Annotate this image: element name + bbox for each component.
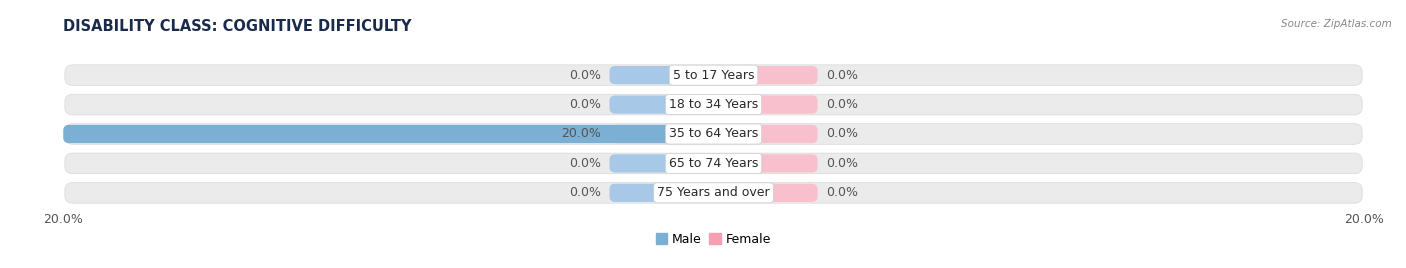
Text: 0.0%: 0.0% [825,98,858,111]
Text: 0.0%: 0.0% [569,98,602,111]
Text: DISABILITY CLASS: COGNITIVE DIFFICULTY: DISABILITY CLASS: COGNITIVE DIFFICULTY [63,19,412,34]
Legend: Male, Female: Male, Female [651,228,776,251]
Text: 0.0%: 0.0% [569,69,602,82]
FancyBboxPatch shape [610,66,713,84]
Text: 0.0%: 0.0% [825,157,858,170]
FancyBboxPatch shape [713,184,818,202]
FancyBboxPatch shape [610,95,713,114]
FancyBboxPatch shape [610,125,713,143]
FancyBboxPatch shape [610,154,713,173]
FancyBboxPatch shape [65,124,1362,144]
FancyBboxPatch shape [713,125,818,143]
FancyBboxPatch shape [65,153,1362,174]
FancyBboxPatch shape [65,65,1362,85]
Text: 0.0%: 0.0% [825,128,858,140]
Text: 0.0%: 0.0% [569,186,602,199]
FancyBboxPatch shape [713,66,818,84]
Text: 20.0%: 20.0% [561,128,602,140]
FancyBboxPatch shape [65,94,1362,115]
Text: 0.0%: 0.0% [569,157,602,170]
Text: Source: ZipAtlas.com: Source: ZipAtlas.com [1281,19,1392,29]
FancyBboxPatch shape [713,95,818,114]
Text: 0.0%: 0.0% [825,186,858,199]
Text: 75 Years and over: 75 Years and over [657,186,770,199]
FancyBboxPatch shape [610,184,713,202]
Text: 0.0%: 0.0% [825,69,858,82]
Text: 5 to 17 Years: 5 to 17 Years [673,69,754,82]
Text: 35 to 64 Years: 35 to 64 Years [669,128,758,140]
FancyBboxPatch shape [65,183,1362,203]
FancyBboxPatch shape [713,154,818,173]
FancyBboxPatch shape [63,125,713,143]
Text: 18 to 34 Years: 18 to 34 Years [669,98,758,111]
Text: 65 to 74 Years: 65 to 74 Years [669,157,758,170]
